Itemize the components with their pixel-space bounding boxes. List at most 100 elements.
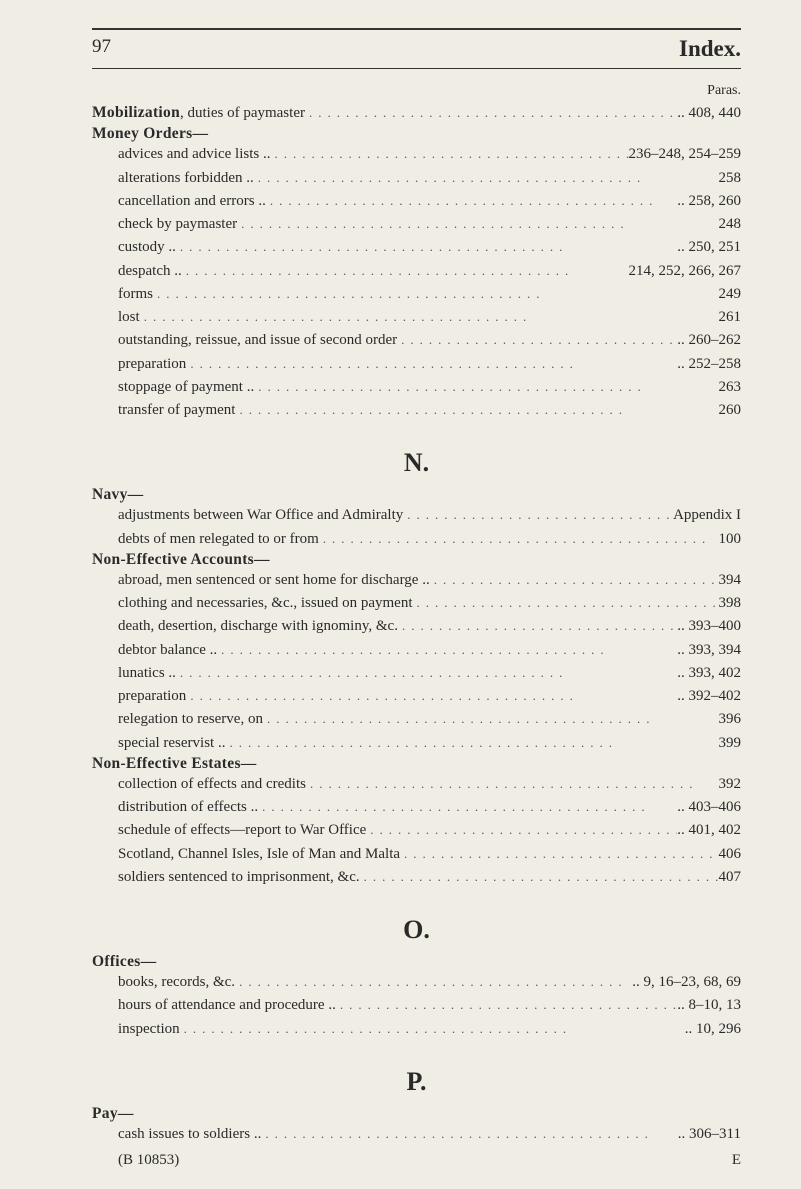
index-label: forms (118, 283, 153, 306)
index-row: Scotland, Channel Isles, Isle of Man and… (92, 843, 741, 866)
index-row: debtor balance .. ......................… (92, 639, 741, 662)
money-orders-head: Money Orders— (92, 125, 741, 143)
index-row: distribution of effects .. .............… (92, 796, 741, 819)
mobilization-entry: Mobilization, duties of paymaster ......… (92, 101, 741, 125)
index-row: preparation ............................… (92, 685, 741, 708)
index-ref: .. 393–400 (677, 615, 741, 638)
index-label: cancellation and errors .. (118, 190, 266, 213)
index-ref: .. 8–10, 13 (677, 994, 741, 1017)
leader-dots: ........................................… (397, 330, 677, 350)
index-ref: 258 (719, 167, 742, 190)
index-row: check by paymaster .....................… (92, 213, 741, 236)
index-row: outstanding, reissue, and issue of secon… (92, 329, 741, 352)
leader-dots: ........................................… (306, 774, 719, 794)
index-row: books, records, &c. ....................… (92, 971, 741, 994)
index-label: books, records, &c. (118, 971, 235, 994)
index-row: soldiers sentenced to imprisonment, &c. … (92, 866, 741, 889)
index-label: abroad, men sentenced or sent home for d… (118, 569, 430, 592)
leader-dots: ........................................… (305, 103, 677, 123)
index-label: schedule of effects—report to War Office (118, 819, 366, 842)
footer: (B 10853) E (92, 1152, 741, 1169)
leader-dots: ........................................… (176, 237, 677, 257)
index-ref: .. 258, 260 (677, 190, 741, 213)
index-label: outstanding, reissue, and issue of secon… (118, 329, 397, 352)
page: 97 Index. Paras. Mobilization, duties of… (0, 0, 801, 1189)
index-ref: 406 (719, 843, 742, 866)
section-letter-o: O. (92, 915, 741, 945)
index-label: hours of attendance and procedure .. (118, 994, 336, 1017)
index-row: death, desertion, discharge with ignomin… (92, 615, 741, 638)
leader-dots: ........................................… (403, 505, 673, 525)
leader-dots: ........................................… (140, 307, 719, 327)
index-row: cancellation and errors .. .............… (92, 190, 741, 213)
leader-dots: ........................................… (319, 529, 719, 549)
index-row: despatch .. ............................… (92, 260, 741, 283)
leader-dots: ........................................… (254, 168, 719, 188)
index-row: alterations forbidden .. ...............… (92, 167, 741, 190)
noneff-head: Non-Effective Accounts— (92, 551, 741, 569)
index-row: custody .. .............................… (92, 236, 741, 259)
index-label: soldiers sentenced to imprisonment, &c. (118, 866, 360, 889)
leader-dots: ........................................… (270, 144, 628, 164)
leader-dots: ........................................… (336, 995, 677, 1015)
index-ref: .. 306–311 (678, 1123, 741, 1146)
leader-dots: ........................................… (263, 709, 719, 729)
page-number: 97 (92, 36, 111, 62)
index-row: schedule of effects—report to War Office… (92, 819, 741, 842)
navy-head: Navy— (92, 486, 741, 504)
leader-dots: ........................................… (398, 616, 677, 636)
leader-dots: ........................................… (176, 663, 677, 683)
index-ref: .. 393, 394 (677, 639, 741, 662)
leader-dots: ........................................… (237, 214, 718, 234)
index-label: special reservist .. (118, 732, 225, 755)
index-ref: 398 (719, 592, 742, 615)
index-ref: Appendix I (673, 504, 741, 527)
leader-dots: ........................................… (366, 820, 677, 840)
index-label: despatch .. (118, 260, 182, 283)
index-ref: .. 260–262 (677, 329, 741, 352)
signature-mark: (B 10853) (118, 1152, 179, 1169)
leader-dots: ........................................… (182, 261, 629, 281)
index-row: preparation ............................… (92, 353, 741, 376)
leader-dots: ........................................… (186, 354, 677, 374)
leader-dots: ........................................… (430, 570, 719, 590)
index-row: collection of effects and credits ......… (92, 773, 741, 796)
index-ref: .. 252–258 (677, 353, 741, 376)
index-label: advices and advice lists .. (118, 143, 270, 166)
index-ref: 236–248, 254–259 (629, 143, 742, 166)
index-row: clothing and necessaries, &c., issued on… (92, 592, 741, 615)
index-ref: .. 393, 402 (677, 662, 741, 685)
index-ref: .. 250, 251 (677, 236, 741, 259)
leader-dots: ........................................… (413, 593, 719, 613)
index-row: cash issues to soldiers .. .............… (92, 1123, 741, 1146)
leader-dots: ........................................… (235, 400, 718, 420)
index-ref: .. 403–406 (677, 796, 741, 819)
index-row: special reservist .. ...................… (92, 732, 741, 755)
index-row: transfer of payment ....................… (92, 399, 741, 422)
index-ref: 394 (719, 569, 742, 592)
index-ref: 396 (719, 708, 742, 731)
index-ref: .. 10, 296 (685, 1018, 741, 1041)
index-row: advices and advice lists .. ............… (92, 143, 741, 166)
top-rule-2 (92, 68, 741, 69)
index-label: relegation to reserve, on (118, 708, 263, 731)
index-label: Scotland, Channel Isles, Isle of Man and… (118, 843, 400, 866)
index-row: stoppage of payment .. .................… (92, 376, 741, 399)
index-label: preparation (118, 353, 186, 376)
index-label: check by paymaster (118, 213, 237, 236)
leader-dots: ........................................… (235, 972, 632, 992)
noneffest-head: Non-Effective Estates— (92, 755, 741, 773)
index-label: death, desertion, discharge with ignomin… (118, 615, 398, 638)
leader-dots: ........................................… (180, 1019, 685, 1039)
index-ref: 100 (719, 528, 742, 551)
index-ref: 249 (719, 283, 742, 306)
section-letter-p: P. (92, 1067, 741, 1097)
index-row: lunatics .. ............................… (92, 662, 741, 685)
index-ref: 248 (719, 213, 742, 236)
index-ref: 263 (719, 376, 742, 399)
index-row: relegation to reserve, on ..............… (92, 708, 741, 731)
index-label: inspection (118, 1018, 180, 1041)
leader-dots: ........................................… (261, 1124, 677, 1144)
index-ref: 399 (719, 732, 742, 755)
leader-dots: ........................................… (258, 797, 677, 817)
